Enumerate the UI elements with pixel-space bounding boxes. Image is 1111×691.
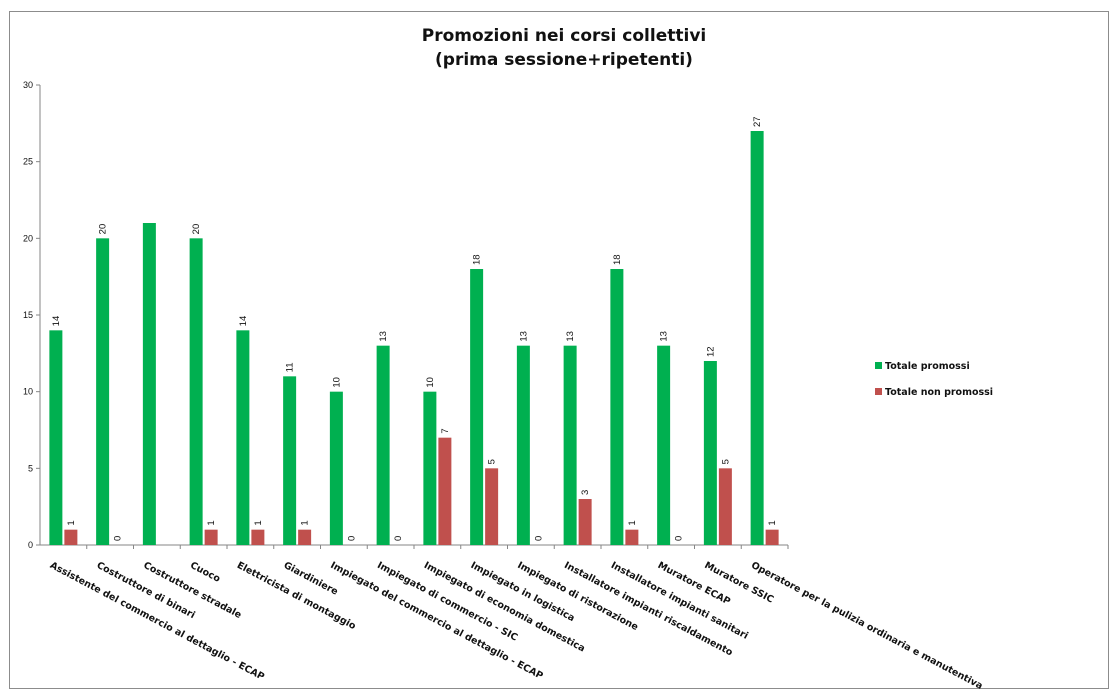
data-label: 18	[472, 254, 483, 265]
bar-promossi	[423, 391, 437, 545]
data-label: 10	[425, 377, 436, 388]
bar-promossi	[236, 330, 250, 545]
data-label: 11	[285, 362, 296, 372]
bar-non-promossi	[578, 499, 592, 545]
x-tick-label: Impiegato del commercio al dettaglio - E…	[328, 560, 544, 682]
data-label: 13	[565, 331, 576, 342]
bars: 1412002011411111001301071851301331811301…	[49, 116, 779, 546]
data-label: 20	[98, 224, 109, 235]
bar-non-promossi	[765, 529, 779, 545]
bar-non-promossi	[718, 468, 732, 545]
bar-promossi	[142, 223, 156, 545]
data-label: 1	[300, 520, 311, 525]
data-label: 14	[238, 316, 249, 327]
data-label: 14	[51, 316, 62, 327]
data-label: 5	[487, 459, 498, 464]
data-label: 13	[518, 331, 529, 342]
data-label: 7	[440, 428, 451, 433]
bar-promossi	[470, 269, 484, 545]
chart-title: Promozioni nei corsi collettivi	[422, 26, 706, 46]
data-label: 20	[191, 224, 202, 235]
data-label: 13	[659, 331, 670, 342]
y-tick-label: 0	[28, 540, 33, 550]
data-label: 1	[767, 520, 778, 525]
x-tick-label: Assistente del commercio al dettaglio - …	[48, 560, 266, 683]
bar-non-promossi	[485, 468, 499, 545]
legend-swatch	[875, 388, 882, 395]
legend: Totale promossi Totale non promossi	[875, 361, 993, 398]
chart-subtitle: (prima sessione+ripetenti)	[435, 50, 693, 70]
bar-non-promossi	[298, 529, 312, 545]
data-label: 0	[393, 536, 404, 541]
y-tick-label: 30	[23, 80, 33, 90]
data-label: 27	[752, 116, 763, 127]
bar-promossi	[703, 361, 717, 545]
bar-promossi	[750, 131, 764, 545]
bar-promossi	[189, 238, 203, 546]
x-axis-labels: Assistente del commercio al dettaglio - …	[48, 560, 984, 691]
bar-non-promossi	[64, 529, 78, 545]
data-label: 13	[378, 331, 389, 342]
legend-swatch	[875, 362, 882, 369]
data-label: 1	[627, 520, 638, 525]
bar-promossi	[283, 376, 297, 545]
bar-promossi	[376, 345, 390, 545]
bar-promossi	[563, 345, 577, 545]
bar-promossi	[657, 345, 671, 545]
y-tick-label: 20	[23, 233, 33, 243]
bar-non-promossi	[251, 529, 265, 545]
y-tick-label: 10	[23, 387, 33, 397]
data-label: 0	[674, 536, 685, 541]
data-label: 0	[113, 536, 124, 541]
data-label: 3	[580, 490, 591, 495]
data-label: 18	[612, 254, 623, 265]
data-label: 1	[206, 520, 217, 525]
legend-label: Totale non promossi	[885, 387, 993, 398]
bar-non-promossi	[625, 529, 639, 545]
y-tick-label: 25	[23, 157, 33, 167]
data-label: 1	[253, 520, 264, 525]
bar-promossi	[49, 330, 63, 545]
bar-promossi	[516, 345, 530, 545]
data-label: 5	[720, 459, 731, 464]
bar-promossi	[96, 238, 110, 546]
data-label: 0	[533, 536, 544, 541]
x-tick-label: Cuoco	[188, 560, 222, 585]
bar-promossi	[329, 391, 343, 545]
data-label: 0	[346, 536, 357, 541]
y-tick-label: 5	[28, 463, 33, 473]
bar-non-promossi	[438, 437, 452, 545]
legend-label: Totale promossi	[885, 361, 970, 372]
data-label: 1	[66, 520, 77, 525]
data-label: 10	[331, 377, 342, 388]
bar-non-promossi	[204, 529, 218, 545]
data-label: 12	[705, 346, 716, 357]
bar-promossi	[610, 269, 624, 545]
y-tick-label: 15	[23, 310, 33, 320]
x-tick-label: Operatore per la pulizia ordinaria e man…	[749, 560, 984, 691]
